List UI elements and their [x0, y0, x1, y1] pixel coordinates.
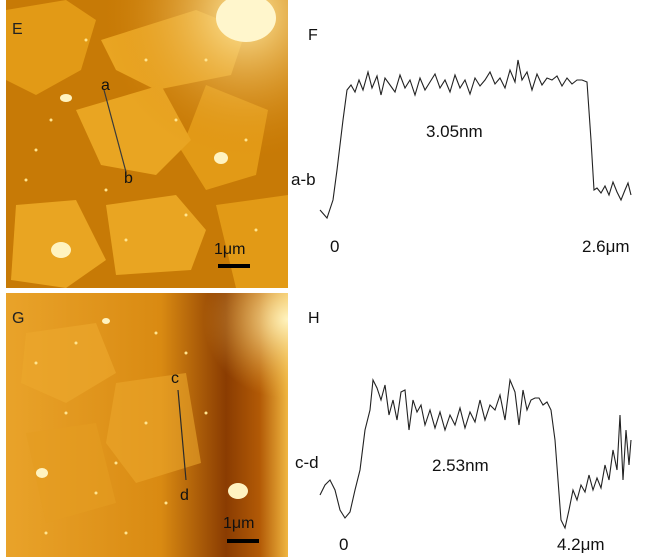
height-annotation-h: 2.53nm	[432, 456, 489, 475]
profile-graph-f	[319, 59, 632, 220]
profile-graph-h	[319, 377, 632, 530]
x-start-label-h: 0	[339, 535, 349, 554]
point-label-a: a	[101, 77, 110, 94]
point-label-b: b	[124, 170, 133, 187]
point-label-c: c	[171, 370, 179, 387]
scale-label-g: 1μm	[223, 515, 255, 532]
afm-image-g-graphic	[6, 293, 288, 557]
afm-image-e	[6, 0, 288, 288]
afm-image-g	[6, 293, 288, 557]
panel-letter-e: E	[12, 21, 23, 38]
profile-line-f	[319, 59, 632, 220]
point-label-d: d	[180, 487, 189, 504]
x-end-label-h: 4.2μm	[557, 535, 605, 554]
profile-label-f: a-b	[291, 170, 316, 189]
x-end-label-f: 2.6μm	[582, 237, 630, 256]
afm-image-e-graphic	[6, 0, 288, 288]
panel-letter-f: F	[308, 27, 318, 44]
height-annotation-f: 3.05nm	[426, 122, 483, 141]
scale-bar-g	[227, 539, 259, 543]
panel-letter-h: H	[308, 310, 320, 327]
profile-label-h: c-d	[295, 453, 319, 472]
profile-line-h	[319, 377, 632, 530]
scale-label-e: 1μm	[214, 241, 246, 258]
x-start-label-f: 0	[330, 237, 340, 256]
panel-letter-g: G	[12, 310, 25, 327]
scale-bar-e	[218, 264, 250, 268]
